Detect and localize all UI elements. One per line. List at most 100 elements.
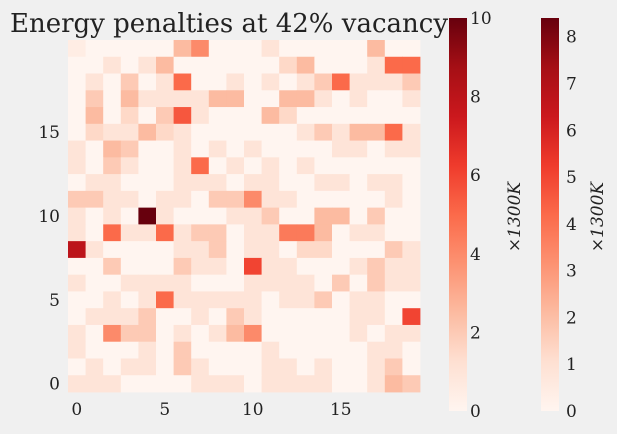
heatmap-cell — [156, 274, 174, 292]
heatmap-cell — [332, 308, 350, 326]
heatmap-cell — [208, 40, 227, 58]
heatmap-cell — [367, 140, 386, 158]
heatmap-cell — [261, 341, 280, 359]
heatmap-cell — [314, 207, 333, 225]
heatmap-cell — [314, 257, 333, 276]
heatmap-cell — [173, 174, 192, 192]
heatmap-cell — [208, 358, 227, 376]
heatmap-cell — [279, 123, 298, 141]
heatmap-cell — [314, 190, 333, 209]
heatmap-cell — [103, 190, 122, 209]
heatmap-cell — [226, 40, 245, 58]
heatmap-cell — [349, 257, 368, 276]
heatmap-cell — [156, 358, 174, 376]
heatmap-cell — [314, 40, 333, 58]
heatmap-cell — [367, 56, 386, 74]
colorbar-tick-label: 6 — [566, 121, 577, 141]
heatmap-cell — [226, 291, 245, 309]
heatmap-cell — [402, 190, 421, 209]
heatmap-cell — [402, 308, 421, 326]
heatmap-cell — [384, 174, 403, 192]
heatmap-cell — [332, 73, 350, 91]
heatmap-cell — [226, 358, 245, 376]
heatmap-cell — [384, 40, 403, 58]
colorbar-tick-label: 0 — [566, 402, 577, 422]
heatmap-cell — [314, 274, 333, 292]
heatmap-cell — [208, 174, 227, 192]
colorbar-1-label: ×1300K — [505, 181, 525, 253]
heatmap-cell — [367, 40, 386, 58]
heatmap-cell — [68, 174, 86, 192]
heatmap-cell — [85, 190, 104, 209]
heatmap-cell — [244, 190, 262, 209]
heatmap-cell — [85, 107, 104, 125]
colorbar-tick-label: 7 — [566, 75, 577, 95]
heatmap-cell — [156, 291, 174, 309]
heatmap-cell — [120, 190, 139, 209]
heatmap-cell — [173, 207, 192, 225]
heatmap-cell — [279, 257, 298, 276]
heatmap-cell — [156, 207, 174, 225]
heatmap-cell — [173, 341, 192, 359]
heatmap-cell — [296, 375, 315, 393]
heatmap-cell — [226, 207, 245, 225]
heatmap-cell — [244, 358, 262, 376]
x-tick-label: 5 — [159, 400, 170, 420]
colorbar-2-ticks: 0 1 2 3 4 5 6 7 8 — [566, 28, 577, 422]
heatmap-cell — [296, 123, 315, 141]
heatmap-cell — [103, 40, 122, 58]
heatmap-cell — [103, 375, 122, 393]
heatmap-cell — [384, 358, 403, 376]
heatmap-cell — [314, 73, 333, 91]
colorbar-2-label: ×1300K — [588, 181, 608, 253]
heatmap-cell — [120, 358, 139, 376]
heatmap-cell — [402, 291, 421, 309]
x-tick-label: 10 — [242, 400, 264, 420]
heatmap-cell — [244, 207, 262, 225]
heatmap-cell — [314, 358, 333, 376]
heatmap-cell — [120, 375, 139, 393]
heatmap-cell — [244, 324, 262, 343]
heatmap-cell — [173, 90, 192, 108]
heatmap-cell — [208, 123, 227, 141]
heatmap-cell — [156, 174, 174, 192]
heatmap-cell — [85, 207, 104, 225]
heatmap-cell — [191, 257, 210, 276]
heatmap-cell — [384, 257, 403, 276]
heatmap-cell — [208, 207, 227, 225]
heatmap-cell — [208, 308, 227, 326]
heatmap-cell — [279, 308, 298, 326]
colorbar-tick-label: 1 — [566, 355, 577, 375]
heatmap-cell — [261, 40, 280, 58]
heatmap-cell — [349, 324, 368, 343]
heatmap-cell — [156, 107, 174, 125]
heatmap-cell — [138, 375, 157, 393]
heatmap-cell — [68, 274, 86, 292]
heatmap-cell — [208, 375, 227, 393]
heatmap-cell — [261, 308, 280, 326]
heatmap-cell — [156, 40, 174, 58]
heatmap-cell — [261, 358, 280, 376]
heatmap-cell — [332, 257, 350, 276]
heatmap-cell — [314, 174, 333, 192]
heatmap-cell — [208, 190, 227, 209]
heatmap-cell — [138, 73, 157, 91]
heatmap-cell — [402, 90, 421, 108]
heatmap-cell — [367, 341, 386, 359]
heatmap-cell — [384, 90, 403, 108]
heatmap-cell — [367, 358, 386, 376]
heatmap-cell — [208, 73, 227, 91]
colorbar-tick-label: 2 — [470, 323, 481, 343]
heatmap-cell — [191, 73, 210, 91]
heatmap-cell — [156, 375, 174, 393]
heatmap-cell — [103, 241, 122, 259]
heatmap-cell — [332, 56, 350, 74]
heatmap-cell — [173, 241, 192, 259]
heatmap-cell — [120, 56, 139, 74]
colorbar-tick-label: 2 — [566, 308, 577, 328]
heatmap-cell — [191, 375, 210, 393]
heatmap-cell — [68, 90, 86, 108]
heatmap-cell — [314, 107, 333, 125]
heatmap-cell — [85, 157, 104, 175]
heatmap-cell — [120, 308, 139, 326]
